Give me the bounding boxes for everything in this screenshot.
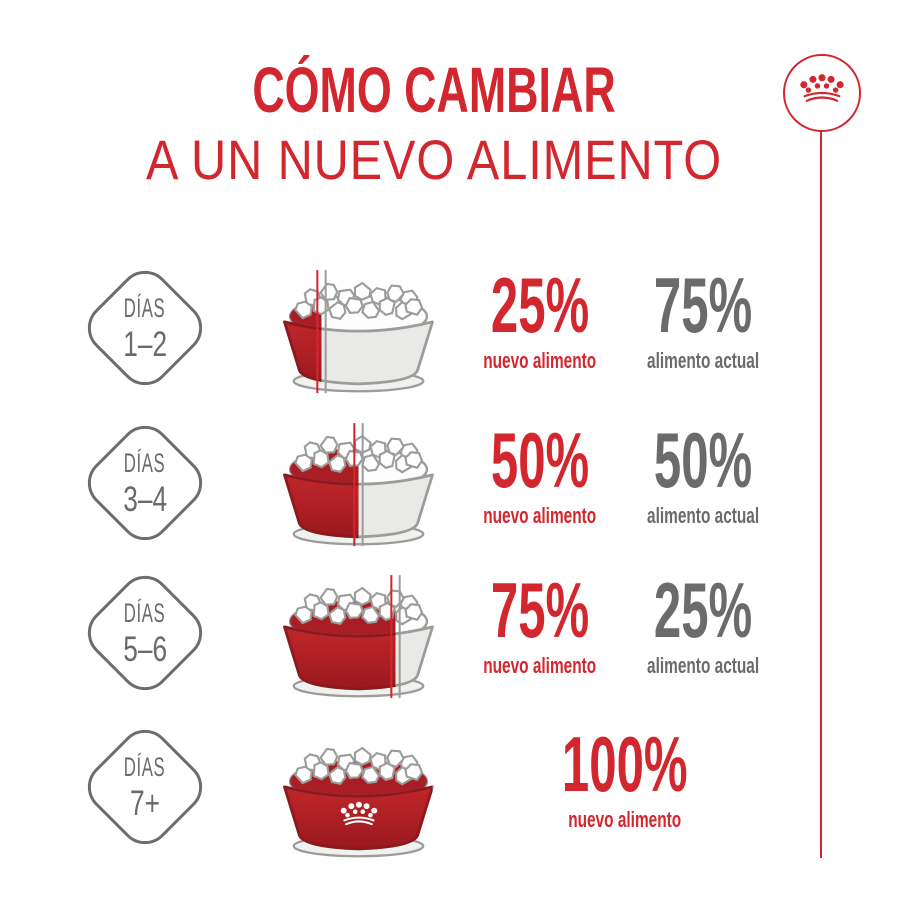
days-badge: DÍAS 7+ xyxy=(76,718,214,856)
new-food-percent: 50% xyxy=(490,416,590,504)
current-food-stat: 50% alimento actual xyxy=(618,421,788,527)
current-food-percent: 25% xyxy=(653,566,753,654)
brand-logo-circle xyxy=(783,54,861,132)
transition-row-days-7-plus: DÍAS 7+ 100% nuevo alimento xyxy=(0,715,900,865)
page-title-line2: A UN NUEVO ALIMENTO xyxy=(145,128,723,191)
current-food-label: alimento actual xyxy=(646,348,760,373)
current-food-label: alimento actual xyxy=(646,653,760,678)
current-food-label: alimento actual xyxy=(646,503,760,528)
new-food-percent: 100% xyxy=(562,720,688,808)
new-food-label: nuevo alimento xyxy=(483,348,597,373)
new-food-stat: 100% nuevo alimento xyxy=(540,725,710,831)
crown-icon xyxy=(797,74,847,112)
days-badge: DÍAS 3–4 xyxy=(76,414,214,552)
days-badge: DÍAS 5–6 xyxy=(76,564,214,702)
new-food-stat: 75% nuevo alimento xyxy=(455,571,625,677)
new-food-percent: 25% xyxy=(490,261,590,349)
current-food-percent: 50% xyxy=(653,416,753,504)
food-bowl-illustration xyxy=(266,735,451,860)
transition-row-days-5-6: DÍAS 5–6 75% nuevo alimento 25% alimento… xyxy=(0,561,900,711)
current-food-percent: 75% xyxy=(653,261,753,349)
food-bowl-illustration xyxy=(266,575,451,700)
transition-row-days-1-2: DÍAS 1–2 25% nuevo alimento 75% alimento… xyxy=(0,256,900,406)
days-badge-value: 3–4 xyxy=(123,479,167,519)
new-food-stat: 50% nuevo alimento xyxy=(455,421,625,527)
new-food-label: nuevo alimento xyxy=(483,503,597,528)
new-food-label: nuevo alimento xyxy=(568,807,682,832)
days-badge-label: DÍAS xyxy=(124,447,166,478)
brand-stem-line xyxy=(820,131,822,858)
food-bowl-illustration xyxy=(266,423,451,548)
current-food-stat: 25% alimento actual xyxy=(618,571,788,677)
page-title-line1: CÓMO CAMBIAR xyxy=(252,54,616,126)
days-badge-value: 7+ xyxy=(130,783,160,823)
days-badge-label: DÍAS xyxy=(124,597,166,628)
new-food-stat: 25% nuevo alimento xyxy=(455,266,625,372)
days-badge-value: 1–2 xyxy=(123,324,167,364)
days-badge-label: DÍAS xyxy=(124,751,166,782)
page-title: CÓMO CAMBIAR A UN NUEVO ALIMENTO xyxy=(0,58,868,188)
days-badge-label: DÍAS xyxy=(124,292,166,323)
days-badge: DÍAS 1–2 xyxy=(76,259,214,397)
new-food-percent: 75% xyxy=(490,566,590,654)
current-food-stat: 75% alimento actual xyxy=(618,266,788,372)
new-food-label: nuevo alimento xyxy=(483,653,597,678)
days-badge-value: 5–6 xyxy=(123,629,167,669)
transition-row-days-3-4: DÍAS 3–4 50% nuevo alimento 50% alimento… xyxy=(0,411,900,561)
food-bowl-illustration xyxy=(266,270,451,395)
